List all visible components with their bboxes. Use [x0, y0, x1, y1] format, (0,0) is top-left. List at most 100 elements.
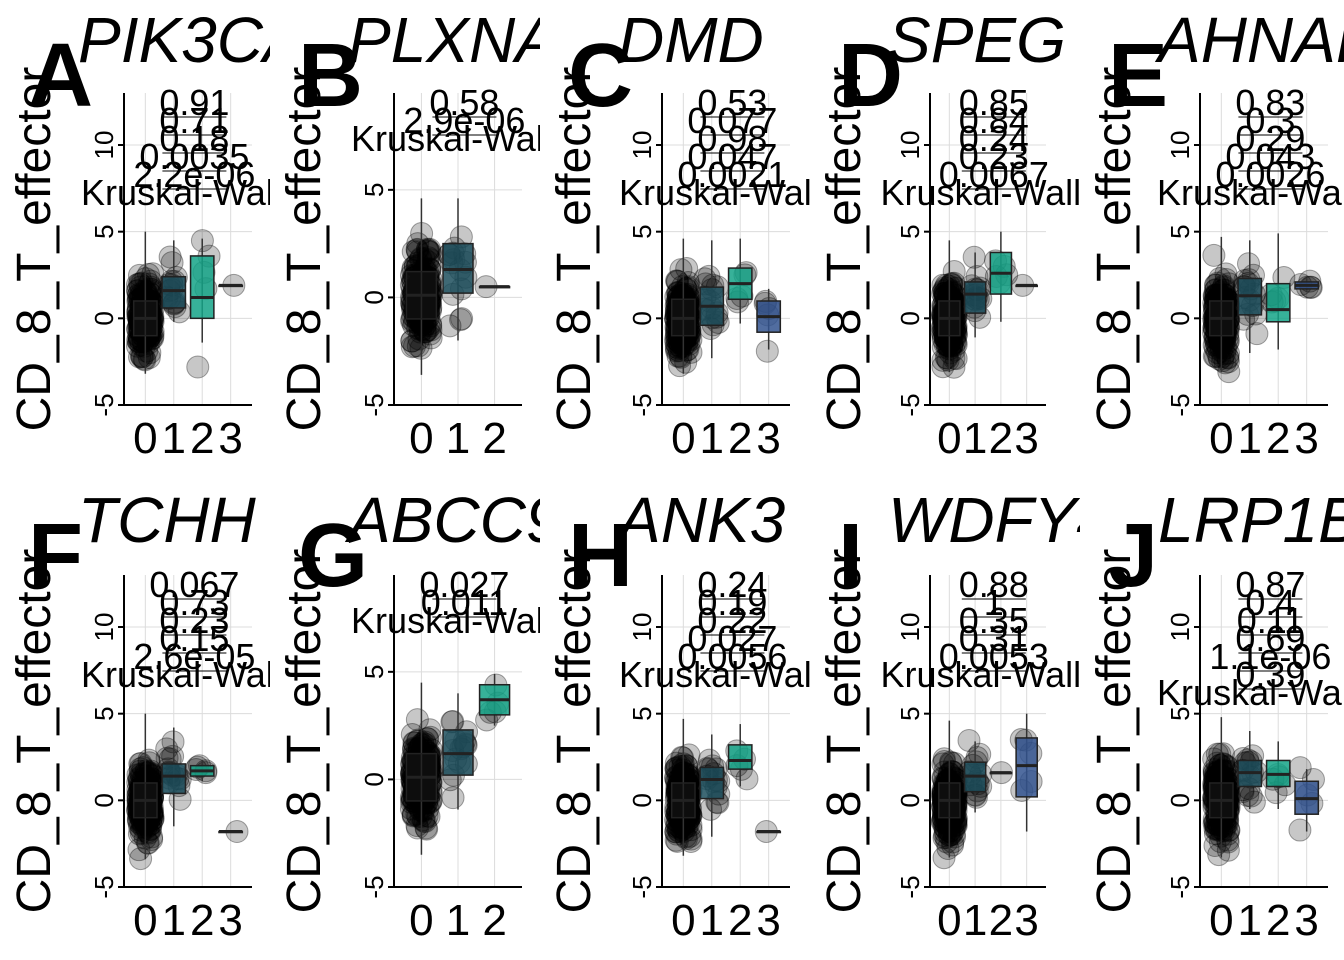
data-point: [1288, 818, 1312, 842]
p-value-label: 0.71: [159, 100, 229, 141]
data-point: [670, 818, 694, 842]
p-value-label: 0.0026: [1215, 154, 1325, 195]
data-point: [931, 752, 955, 776]
data-point: [936, 277, 960, 301]
data-point: [1242, 790, 1266, 814]
data-point: [1207, 843, 1231, 867]
p-value-label: 0.35: [959, 600, 1029, 641]
panel-title: ABCC9: [344, 484, 561, 556]
data-point: [131, 756, 155, 780]
x-tick-label: 0: [1209, 896, 1233, 945]
data-point: [161, 730, 185, 754]
data-point: [675, 257, 699, 281]
x-tick-label: 1: [446, 414, 470, 463]
data-point: [406, 804, 430, 828]
data-point: [939, 272, 963, 296]
p-value-label: Kruskal-Wallis: [351, 600, 578, 641]
data-point: [674, 825, 698, 849]
p-value-label: 0.29: [1235, 118, 1305, 159]
data-point: [1211, 344, 1235, 368]
data-point: [941, 830, 965, 854]
y-tick-label: 0: [1165, 793, 1195, 807]
panel-title: PIK3CA: [78, 4, 306, 76]
data-point: [1212, 819, 1236, 843]
data-point: [1245, 322, 1269, 346]
y-tick-label: 0: [89, 793, 119, 807]
x-tick-label: 1: [1238, 414, 1262, 463]
panel-letter: D: [838, 26, 903, 126]
data-point: [158, 245, 182, 269]
data-point: [413, 809, 437, 833]
y-tick-label: 0: [359, 290, 389, 304]
y-axis-label: CD_8_T_effector: [818, 549, 871, 914]
y-tick-label: 0: [627, 311, 657, 325]
p-value-label: 0.027: [419, 564, 509, 605]
data-point: [934, 346, 958, 370]
data-point: [933, 820, 957, 844]
data-point: [1202, 344, 1226, 368]
p-value-label: Kruskal-Wallis: [880, 654, 1107, 695]
y-axis-label: CD_8_T_effector: [8, 549, 61, 914]
data-point: [400, 335, 424, 359]
data-point: [735, 767, 759, 791]
x-tick-label: 2: [1266, 414, 1290, 463]
data-point: [413, 319, 437, 343]
data-point: [664, 756, 688, 780]
y-axis-label: CD_8_T_effector: [278, 549, 331, 914]
panel-letter: H: [568, 506, 633, 606]
p-value-label: 0.39: [1235, 654, 1305, 695]
panel-letter: J: [1108, 506, 1158, 606]
p-value-label: 0.24: [697, 564, 767, 605]
data-point: [934, 826, 958, 850]
y-tick-label: 0: [89, 311, 119, 325]
data-point: [129, 344, 153, 368]
data-point: [137, 748, 161, 772]
data-point: [755, 339, 779, 363]
y-axis-label: CD_8_T_effector: [818, 67, 871, 432]
data-point: [1216, 345, 1240, 369]
data-point: [1208, 266, 1232, 290]
x-tick-label: 2: [728, 896, 752, 945]
x-tick-label: 0: [409, 896, 433, 945]
data-point: [941, 833, 965, 857]
data-point: [415, 727, 439, 751]
data-point: [1239, 784, 1263, 808]
data-point: [130, 271, 154, 295]
x-tick-label: 0: [937, 896, 961, 945]
data-point: [1208, 830, 1232, 854]
data-point: [1208, 753, 1232, 777]
data-point: [676, 338, 700, 362]
data-point: [400, 723, 424, 747]
data-point: [933, 276, 957, 300]
y-tick-label: 10: [89, 613, 119, 642]
p-value-label: Kruskal-Wallis: [81, 654, 308, 695]
p-value-label: Kruskal-Wallis: [880, 172, 1107, 213]
data-point: [406, 334, 430, 358]
data-point: [414, 816, 438, 840]
data-point: [1237, 252, 1261, 276]
data-point: [160, 251, 184, 275]
panel-letter: C: [568, 26, 633, 126]
data-point: [664, 751, 688, 775]
y-tick-label: 10: [627, 131, 657, 160]
p-value-label: 0.23: [159, 600, 229, 641]
data-point: [130, 345, 154, 369]
p-value-label: 0.011: [421, 582, 508, 623]
data-point: [667, 339, 691, 363]
x-tick-label: 3: [1294, 414, 1318, 463]
data-point: [401, 804, 425, 828]
data-point: [1216, 346, 1240, 370]
data-point: [412, 809, 436, 833]
data-point: [137, 751, 161, 775]
x-tick-label: 1: [1238, 896, 1262, 945]
data-point: [931, 273, 955, 297]
data-point: [668, 354, 692, 378]
data-point: [1208, 742, 1232, 766]
x-tick-label: 0: [133, 896, 157, 945]
data-point: [416, 727, 440, 751]
panel-letter: B: [298, 26, 363, 126]
